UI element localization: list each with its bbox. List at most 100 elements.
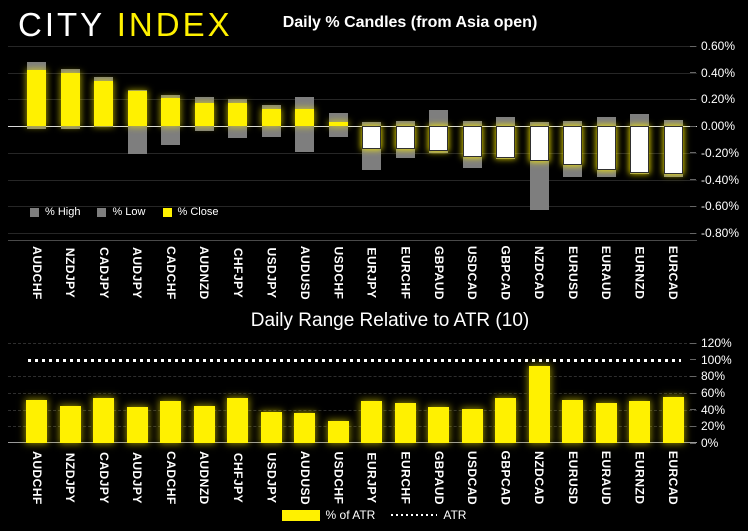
candles-y-axis: 0.60% 0.40% 0.20% 0.00% -0.20% -0.40% -0.60% -0…	[690, 39, 748, 241]
atr-label-gbpcad: GBPCAD	[489, 447, 523, 509]
close-bar-eurnzd	[630, 126, 650, 173]
pair-label: EURCAD	[666, 450, 681, 506]
close-bar-cadchf	[161, 98, 181, 127]
legend-swatch	[97, 207, 107, 217]
atr-chart-title: Daily Range Relative to ATR (10)	[250, 310, 530, 331]
y-tick-label: 80%	[690, 369, 725, 383]
y-tick-label: -0.80%	[690, 226, 739, 240]
close-bar-audjpy	[127, 91, 147, 127]
y-tick-mark	[690, 392, 696, 394]
close-bar-nzdjpy	[60, 72, 80, 127]
atr-label-eurchf: EURCHF	[389, 447, 423, 509]
y-tick-text: -0.60%	[701, 199, 740, 214]
gridline	[8, 179, 697, 181]
pair-label: CHFJPY	[230, 452, 245, 504]
atr-reference-line	[28, 358, 681, 362]
legend-swatch	[30, 207, 39, 217]
atr-label-nzdcad: NZDCAD	[523, 447, 557, 509]
atr-legend: % of ATR ATR	[0, 508, 748, 522]
y-tick-text: 20%	[701, 419, 726, 434]
close-bar-usdcad	[462, 126, 482, 157]
dashed-gridline	[8, 426, 697, 428]
y-tick-mark	[690, 179, 696, 181]
dashed-gridline	[8, 393, 697, 394]
atr-label-eurusd: EURUSD	[556, 447, 590, 509]
pair-label: NZDCAD	[532, 246, 547, 300]
y-tick-mark	[690, 232, 696, 234]
logo-city-text: CITY	[18, 6, 105, 43]
atr-gridlines	[8, 343, 697, 444]
pair-label: EURUSD	[565, 246, 580, 300]
y-tick-label: -0.20%	[690, 146, 739, 160]
pair-label: CADCHF	[163, 451, 178, 505]
candles-label-audusd: AUDUSD	[288, 241, 322, 305]
atr-bar-eurchf	[394, 403, 416, 443]
y-tick-mark	[690, 342, 696, 344]
legend-label: % Low	[112, 206, 146, 218]
y-tick-mark	[690, 442, 696, 444]
pair-label: AUDUSD	[297, 450, 312, 506]
y-tick-text: 40%	[701, 402, 726, 417]
pair-label: AUDJPY	[130, 247, 145, 299]
legend-label: % of ATR	[325, 508, 376, 522]
y-tick-text: -0.20%	[701, 145, 740, 160]
pair-label: EURCHF	[398, 246, 413, 300]
legend-item--close: % Close	[162, 206, 218, 218]
candles-label-cadchf: CADCHF	[154, 241, 188, 305]
pair-label: EURAUD	[599, 450, 614, 506]
y-tick-label: 120%	[690, 336, 732, 350]
atr-bar-eurcad	[662, 397, 684, 443]
atr-baseline	[8, 442, 697, 443]
close-bar-gbpaud	[429, 126, 449, 152]
pair-label: NZDCAD	[532, 451, 547, 505]
pair-label: AUDJPY	[130, 452, 145, 504]
pair-label: EURJPY	[364, 247, 379, 299]
atr-bar-gbpaud	[428, 407, 450, 443]
atr-bar-eurusd	[562, 399, 584, 443]
y-tick-text: 60%	[701, 386, 726, 400]
pair-label: USDCAD	[465, 450, 480, 506]
close-bar-usdjpy	[261, 108, 281, 127]
legend-item-atr: ATR	[391, 508, 466, 522]
candles-label-audjpy: AUDJPY	[121, 241, 155, 305]
atr-bar-cadjpy	[93, 398, 115, 443]
pair-label: NZDJPY	[63, 247, 78, 299]
atr-plot-area	[20, 343, 690, 443]
atr-bar-euraud	[595, 403, 617, 443]
pair-label: AUDNZD	[197, 246, 212, 300]
candles-label-audchf: AUDCHF	[20, 241, 54, 305]
candles-legend: % High % Low % Close	[30, 206, 218, 218]
atr-bar-audchf	[26, 399, 48, 443]
atr-label-usdcad: USDCAD	[456, 447, 490, 509]
pair-label: USDJPY	[264, 247, 279, 299]
pair-label: EURJPY	[364, 452, 379, 504]
candles-gridlines	[8, 46, 697, 234]
y-tick-mark	[690, 98, 696, 100]
atr-label-chfjpy: CHFJPY	[221, 447, 255, 509]
atr-x-axis-labels: AUDCHF NZDJPY CADJPY AUDJPY CADCHF AUDNZD CHFJ…	[20, 447, 690, 509]
atr-label-usdjpy: USDJPY	[255, 447, 289, 509]
y-tick-mark	[690, 45, 696, 47]
pair-label: USDCHF	[331, 246, 346, 300]
zero-gridline	[8, 126, 697, 128]
logo-index-text: INDEX	[116, 6, 233, 43]
dashed-gridline	[8, 343, 697, 344]
y-tick-label: 0.00%	[690, 119, 735, 133]
close-bar-chfjpy	[228, 103, 248, 127]
y-tick-text: 0.20%	[701, 92, 736, 107]
y-tick-mark	[690, 205, 696, 207]
atr-bar-gbpcad	[495, 398, 517, 443]
pair-label: CADJPY	[96, 452, 111, 504]
y-tick-mark	[690, 409, 696, 411]
y-tick-mark	[690, 375, 696, 377]
atr-label-cadjpy: CADJPY	[87, 447, 121, 509]
close-bar-eurusd	[563, 126, 583, 165]
pair-label: USDCAD	[465, 245, 480, 301]
atr-label-eurcad: EURCAD	[657, 447, 691, 509]
candles-label-nzdcad: NZDCAD	[523, 241, 557, 305]
atr-bar-audjpy	[126, 407, 148, 443]
atr-bar-usdchf	[327, 421, 349, 443]
close-bar-audusd	[295, 108, 315, 127]
legend-label: ATR	[443, 508, 467, 522]
